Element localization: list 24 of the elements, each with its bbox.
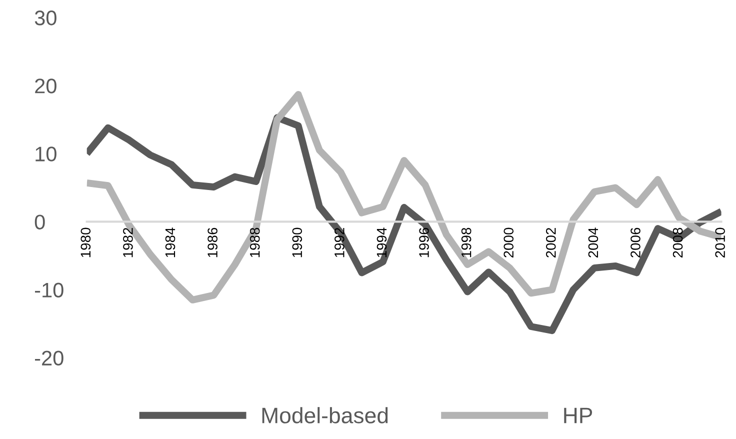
x-tick-label: 2002 [546, 228, 556, 258]
x-tick-label: 1990 [292, 228, 302, 258]
x-tick-label: 2004 [588, 228, 598, 258]
x-tick-label: 1982 [123, 228, 133, 258]
x-tick-label: 2008 [672, 228, 683, 258]
y-tick-label: 20 [35, 78, 56, 94]
x-tick-label: 1994 [376, 228, 387, 258]
y-tick-label: -10 [34, 282, 64, 298]
x-tick-label: 1988 [250, 228, 260, 258]
x-tick-label: 2010 [715, 228, 726, 258]
x-tick-label: 1986 [208, 228, 218, 258]
x-tick-label: 2006 [630, 228, 640, 258]
y-tick-label: -20 [34, 350, 64, 366]
x-tick-label: 1996 [419, 228, 429, 258]
x-tick-label: 1984 [165, 228, 176, 258]
x-tick-label: 2000 [504, 228, 514, 258]
x-tick-label: 1992 [334, 228, 344, 258]
x-tick-label: 1980 [80, 228, 91, 258]
legend-label: Model-based [262, 407, 388, 424]
y-tick-label: 0 [34, 214, 45, 230]
legend-label: HP [564, 408, 592, 424]
y-tick-label: 30 [34, 10, 56, 26]
y-tick-label: 10 [36, 146, 56, 162]
x-tick-label: 1998 [461, 228, 472, 258]
